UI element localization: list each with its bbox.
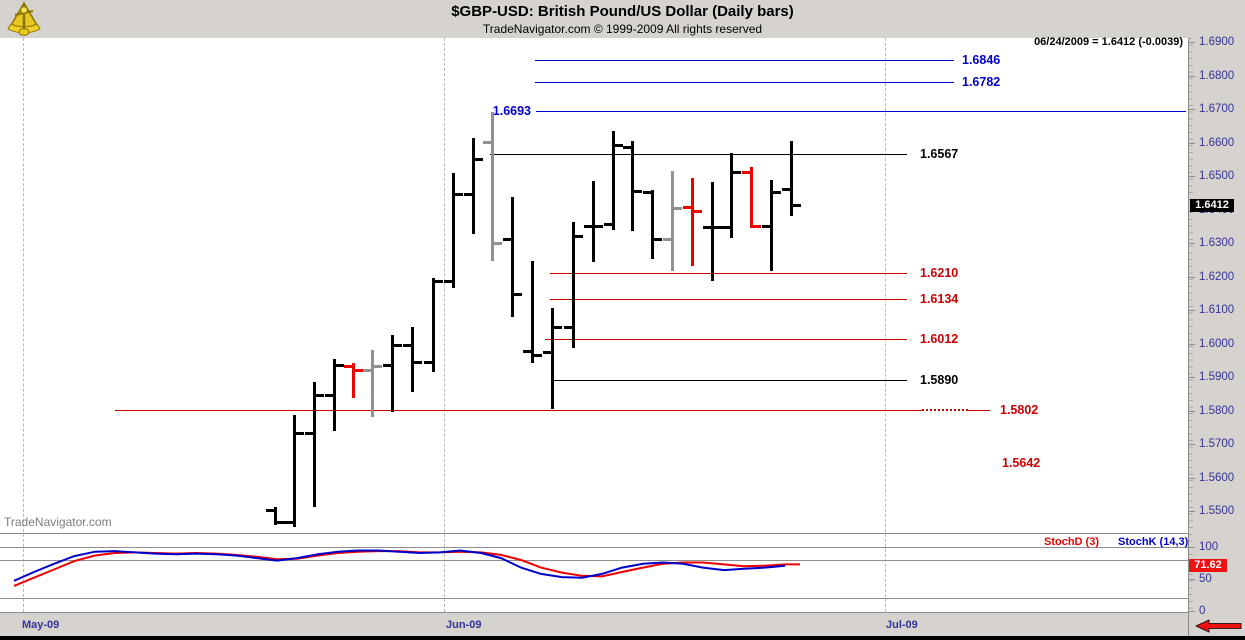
header-bar: $GBP-USD: British Pound/US Dollar (Daily…: [0, 0, 1245, 38]
stochk-legend-label: StochK (14,3): [1118, 536, 1189, 548]
window-bottom-border: [0, 636, 1245, 640]
price-chart-plot-area[interactable]: [0, 38, 1188, 533]
stochd-legend-label: StochD (3): [1044, 536, 1099, 548]
stoch-value-badge: 71.62: [1189, 558, 1227, 572]
price-axis: [1188, 38, 1245, 636]
date-axis: [0, 613, 1188, 636]
price-axis-minor-ticks: [1189, 38, 1193, 612]
last-quote-info: 06/24/2009 = 1.6412 (-0.0039): [1034, 36, 1183, 48]
chart-title: $GBP-USD: British Pound/US Dollar (Daily…: [451, 3, 794, 20]
panel-separator: [0, 533, 1188, 534]
trade-navigator-logo-icon: [3, 1, 45, 37]
copyright-subtitle: TradeNavigator.com © 1999-2009 All right…: [482, 22, 763, 36]
axis-separator: [0, 612, 1245, 613]
last-price-badge: 1.6412: [1190, 198, 1234, 212]
scroll-left-arrow-button[interactable]: [1194, 618, 1244, 634]
watermark-text: TradeNavigator.com: [4, 515, 112, 529]
stochastic-indicator-panel[interactable]: [0, 534, 1188, 612]
